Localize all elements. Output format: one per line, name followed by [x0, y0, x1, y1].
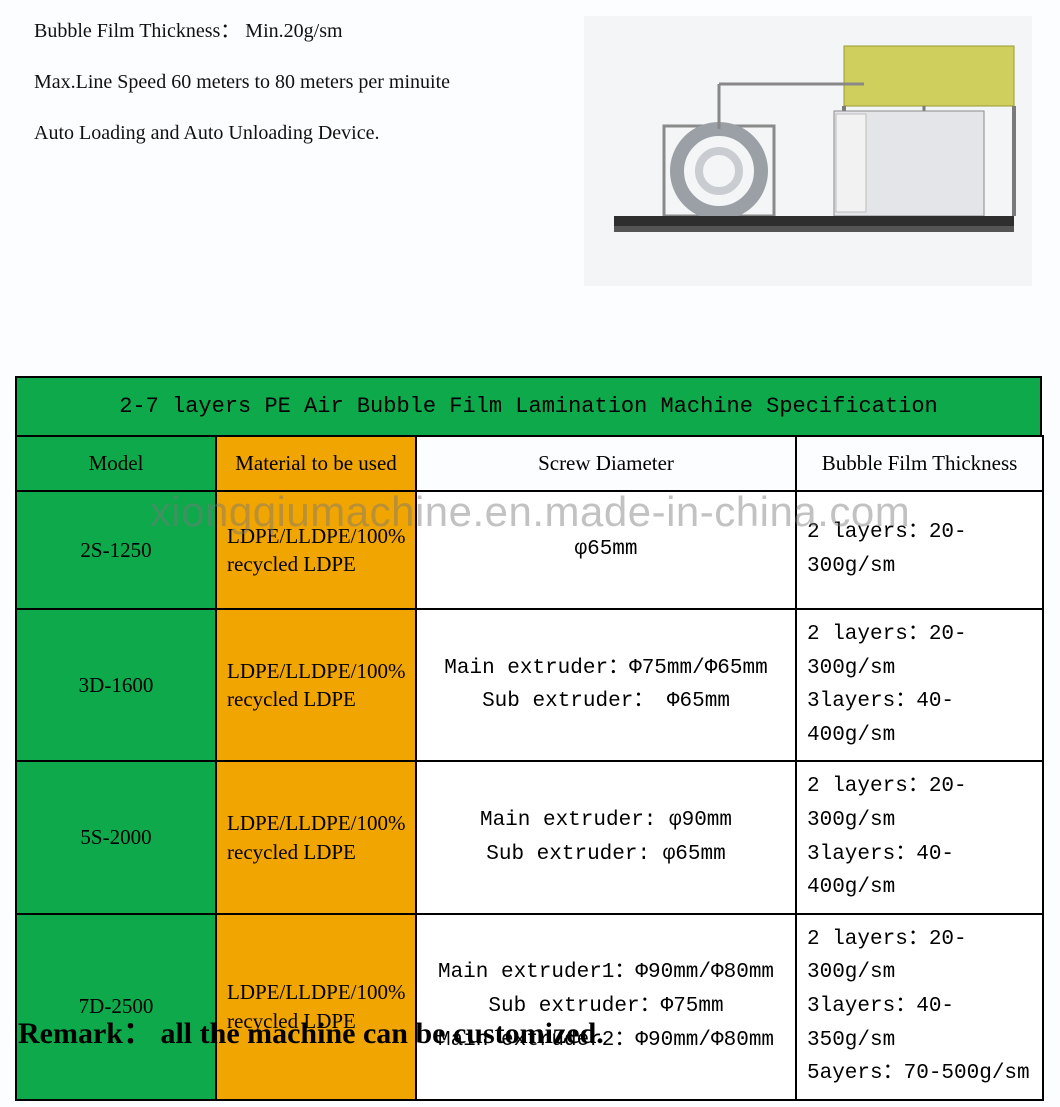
- cell-material: LDPE/LLDPE/100% recycled LDPE: [216, 491, 416, 609]
- intro-block: Bubble Film Thickness： Min.20g/sm Max.Li…: [0, 0, 540, 145]
- cell-model: 2S-1250: [16, 491, 216, 609]
- cell-screw: Main extruder1：Φ90mm/Φ80mmSub extruder：Φ…: [416, 914, 796, 1100]
- spec-title: 2-7 layers PE Air Bubble Film Lamination…: [15, 376, 1042, 435]
- header-screw: Screw Diameter: [416, 436, 796, 491]
- header-material: Material to be used: [216, 436, 416, 491]
- intro-line-2: Max.Line Speed 60 meters to 80 meters pe…: [34, 71, 540, 94]
- table-row: 2S-1250 LDPE/LLDPE/100% recycled LDPE φ6…: [16, 491, 1043, 609]
- table-row: 7D-2500 LDPE/LLDPE/100% recycled LDPE Ma…: [16, 914, 1043, 1100]
- cell-screw: φ65mm: [416, 491, 796, 609]
- table-row: 5S-2000 LDPE/LLDPE/100% recycled LDPE Ma…: [16, 761, 1043, 913]
- cell-model: 3D-1600: [16, 609, 216, 761]
- spec-table: Model Material to be used Screw Diameter…: [15, 435, 1044, 1101]
- spec-table-container: 2-7 layers PE Air Bubble Film Lamination…: [15, 376, 1042, 1101]
- cell-material: LDPE/LLDPE/100% recycled LDPE: [216, 914, 416, 1100]
- header-model: Model: [16, 436, 216, 491]
- header-thickness: Bubble Film Thickness: [796, 436, 1043, 491]
- table-header-row: Model Material to be used Screw Diameter…: [16, 436, 1043, 491]
- table-row: 3D-1600 LDPE/LLDPE/100% recycled LDPE Ma…: [16, 609, 1043, 761]
- cell-screw: Main extruder：Φ75mm/Φ65mmSub extruder： Φ…: [416, 609, 796, 761]
- remark-text: Remark： all the machine can be customize…: [18, 1008, 604, 1052]
- cell-thickness: 2 layers：20-300g/sm3layers：40-400g/sm: [796, 761, 1043, 913]
- cell-model: 7D-2500: [16, 914, 216, 1100]
- intro-line-3: Auto Loading and Auto Unloading Device.: [34, 122, 540, 145]
- cell-thickness: 2 layers：20-300g/sm3layers：40-400g/sm: [796, 609, 1043, 761]
- machine-illustration-icon: [584, 16, 1032, 286]
- cell-model: 5S-2000: [16, 761, 216, 913]
- machine-photo: [584, 16, 1032, 286]
- cell-thickness: 2 layers：20-300g/sm: [796, 491, 1043, 609]
- intro-line-1: Bubble Film Thickness： Min.20g/sm: [34, 14, 540, 43]
- cell-material: LDPE/LLDPE/100% recycled LDPE: [216, 609, 416, 761]
- cell-material: LDPE/LLDPE/100% recycled LDPE: [216, 761, 416, 913]
- cell-screw: Main extruder: φ90mmSub extruder: φ65mm: [416, 761, 796, 913]
- cell-thickness: 2 layers：20-300g/sm3layers：40-350g/sm5ay…: [796, 914, 1043, 1100]
